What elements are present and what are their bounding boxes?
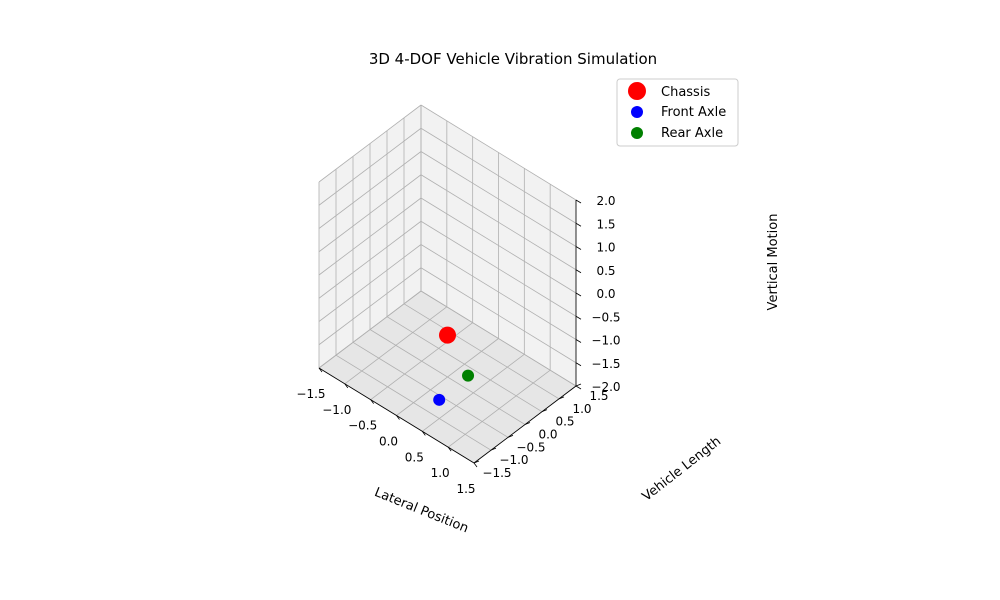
- grid-line-z-back: [420, 151, 577, 247]
- grid-line-z-side: [318, 290, 422, 369]
- z-tick-label: 0.5: [596, 264, 615, 278]
- legend-label-chassis: Chassis: [661, 85, 710, 100]
- y-tick-label: −1.0: [499, 453, 528, 467]
- grid-line-y-floor: [335, 354, 492, 451]
- grid-line-y-floor: [403, 303, 560, 400]
- z-tick-label: −1.0: [591, 334, 620, 348]
- chart-title: 3D 4-DOF Vehicle Vibration Simulation: [369, 50, 657, 68]
- z-tick-mark: [575, 362, 582, 367]
- grid-line-z-side: [318, 267, 422, 346]
- grid-line-z-back: [420, 220, 577, 317]
- z-tick-mark: [575, 269, 582, 274]
- z-tick-label: −1.5: [591, 357, 620, 371]
- z-tick-mark: [575, 339, 582, 343]
- x-tick-mark: [344, 383, 349, 389]
- y-tick-mark: [473, 460, 480, 464]
- legend-marker-rear-axle: [631, 127, 643, 139]
- y-tick-label: 1.5: [589, 389, 608, 403]
- legend-marker-chassis: [628, 82, 646, 100]
- grid-line-y-floor: [369, 329, 526, 425]
- legend-marker-front-axle: [631, 106, 643, 118]
- z-tick-label: 0.0: [596, 287, 615, 301]
- data-point-chassis: [439, 326, 456, 344]
- x-tick-mark: [447, 446, 452, 452]
- z-tick-label: 1.0: [596, 241, 615, 255]
- z-tick-mark: [575, 385, 582, 390]
- tick-marks: [318, 199, 582, 468]
- z-tick-mark: [575, 246, 582, 250]
- x-tick-label: −1.0: [322, 403, 351, 417]
- y-tick-label: −1.5: [482, 466, 511, 480]
- grid-line-z-back: [420, 267, 577, 364]
- grid-line-y-floor: [352, 341, 509, 438]
- x-tick-mark: [473, 462, 478, 468]
- y-tick-mark: [524, 422, 531, 425]
- z-tick-mark: [575, 222, 582, 227]
- data-points: [433, 326, 475, 406]
- grid-line-z-back: [420, 290, 577, 387]
- x-tick-label: 0.5: [405, 450, 424, 464]
- legend: Chassis Front Axle Rear Axle: [616, 78, 739, 147]
- z-tick-label: −2.0: [591, 380, 620, 394]
- x-tick-mark: [422, 431, 426, 436]
- grid-lines: [318, 104, 577, 464]
- data-point-rear-axle: [462, 369, 475, 382]
- legend-label-front-axle: Front Axle: [661, 105, 726, 120]
- z-tick-mark: [575, 292, 582, 297]
- grid-line-z-back: [420, 127, 577, 224]
- grid-line-z-back: [420, 197, 577, 294]
- grid-line-z-back: [420, 244, 577, 340]
- grid-line-z-side: [318, 127, 422, 206]
- y-tick-label: 0.5: [555, 415, 574, 429]
- grid-line-z-side: [318, 244, 422, 322]
- legend-label-rear-axle: Rear Axle: [661, 126, 723, 141]
- x-tick-label: 1.0: [431, 466, 450, 480]
- y-tick-mark: [575, 383, 582, 387]
- z-tick-mark: [575, 315, 582, 320]
- data-point-front-axle: [433, 393, 446, 406]
- y-tick-mark: [541, 409, 548, 413]
- x-tick-label: 0.0: [379, 435, 398, 449]
- grid-line-z-side: [318, 104, 422, 183]
- tick-labels: −1.5−1.0−0.50.00.51.01.5−1.5−1.0−0.50.00…: [296, 194, 620, 496]
- grid-line-z-side: [318, 151, 422, 229]
- x-tick-mark: [396, 415, 400, 420]
- z-tick-mark: [575, 199, 582, 204]
- x-tick-label: −1.5: [296, 387, 325, 401]
- y-tick-mark: [558, 396, 565, 400]
- grid-line-z-back: [420, 174, 577, 271]
- z-tick-label: −0.5: [591, 310, 620, 324]
- grid-line-z-side: [318, 174, 422, 253]
- y-tick-label: −0.5: [516, 440, 545, 454]
- x-tick-mark: [370, 399, 374, 404]
- grid-line-y-floor: [386, 316, 543, 413]
- y-tick-label: 1.0: [572, 402, 591, 416]
- y-tick-label: 0.0: [538, 428, 557, 442]
- y-tick-mark: [490, 447, 497, 451]
- z-axis-label: Vertical Motion: [766, 214, 781, 311]
- grid-line-z-side: [318, 220, 422, 299]
- x-tick-label: −0.5: [348, 419, 377, 433]
- y-tick-mark: [507, 434, 514, 438]
- grid-line-z-back: [420, 104, 577, 201]
- z-tick-label: 2.0: [596, 194, 615, 208]
- grid-line-z-side: [318, 197, 422, 276]
- x-tick-label: 1.5: [456, 482, 475, 496]
- z-tick-label: 1.5: [596, 217, 615, 231]
- x-tick-mark: [318, 367, 323, 373]
- legend-frame: [616, 78, 739, 147]
